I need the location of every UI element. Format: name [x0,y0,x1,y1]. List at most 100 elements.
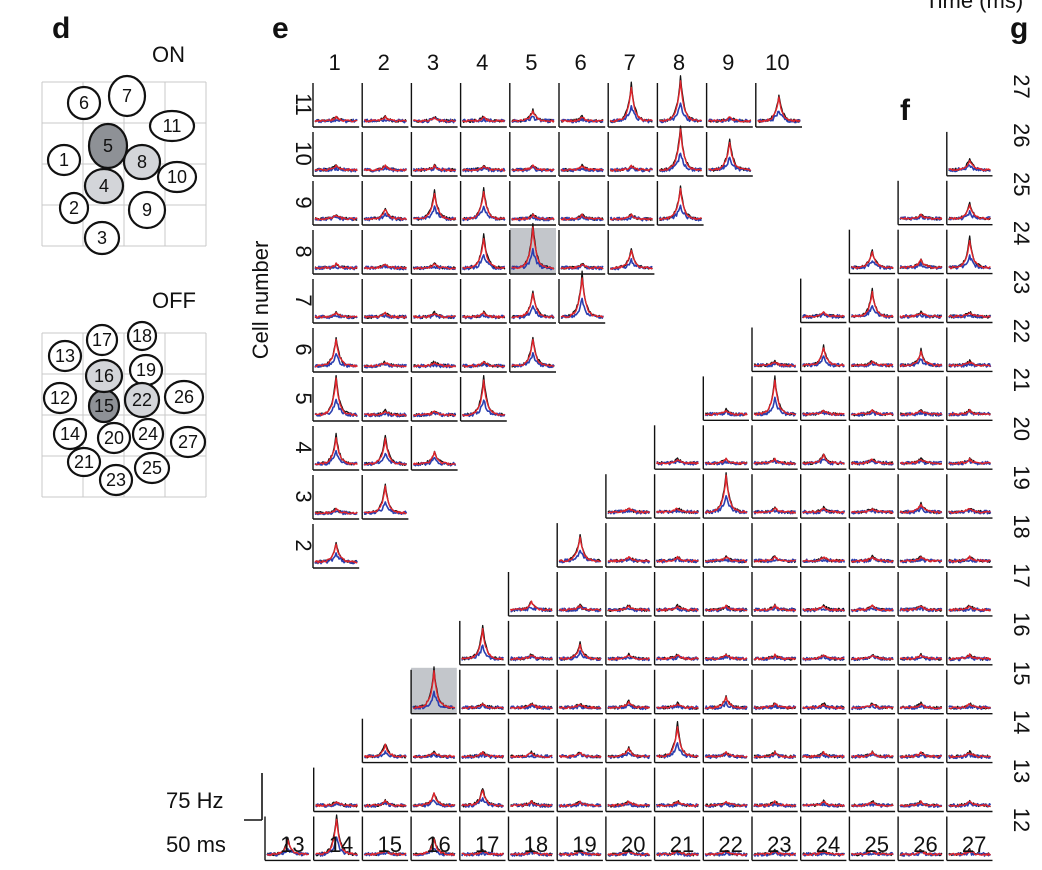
trace-blue-off-22-24 [802,355,845,368]
rf-cell-14: 14 [52,417,88,451]
panel-f-col-label-25: 25 [865,832,889,857]
correlogram-off-14-27 [946,718,993,764]
rf-outline-18 [126,320,158,352]
correlogram-off-18-26 [897,523,944,568]
correlogram-off-22-26 [897,327,944,373]
rf-outline-17 [85,323,119,357]
trace-blue-off-19-22 [704,495,748,515]
trace-red-on-7-6 [560,277,604,319]
trace-red-off-19-23 [753,507,796,514]
correlogram-off-14-24 [800,718,847,764]
rf-outline-21 [66,446,102,478]
trace-red-off-15-16 [413,670,456,709]
correlogram-off-19-24 [800,474,847,519]
panel-e-col-label-7: 7 [624,50,636,75]
trace-red-off-24-27 [948,239,991,270]
rf-cell-4: 4 [83,167,125,205]
trace-red-off-14-17 [461,751,505,759]
trace-red-off-13-15 [364,799,407,808]
correlogram-off-14-23 [751,718,798,764]
correlogram-off-15-21 [653,669,701,715]
correlogram-off-16-17 [459,620,506,666]
trace-blue-on-8-3 [412,265,456,271]
panel-f-col-label-16: 16 [426,832,450,857]
rf-outline-26 [163,379,205,415]
trace-red-off-21-22 [704,409,748,416]
trace-red-off-13-25 [851,801,894,808]
trace-red-off-17-21 [656,605,699,612]
trace-red-on-10-5 [511,164,555,172]
trace-red-on-8-6 [560,263,604,270]
correlogram-off-16-22 [702,620,749,666]
panel-f-correlograms [264,131,993,862]
correlogram-on-8-5 [509,222,556,275]
correlogram-on-9-6 [558,181,606,226]
correlogram-off-25-26 [897,180,944,226]
panel-f-row-label-14: 14 [1009,710,1034,734]
correlogram-on-2-1 [312,524,360,569]
correlogram-off-17-19 [556,572,603,617]
correlogram-off-17-21 [653,572,701,617]
correlogram-on-3-1 [312,475,360,520]
rf-outline-3 [83,220,121,256]
trace-red-off-14-19 [559,752,602,758]
trace-red-on-10-1 [314,164,358,172]
rf-outline-23 [98,463,134,497]
correlogram-off-22-27 [946,327,993,373]
correlogram-on-5-2 [361,377,409,422]
rf-label-22: 22 [132,390,152,410]
correlogram-off-20-24 [800,425,847,470]
correlogram-on-10-4 [459,132,507,177]
panel-e-col-label-9: 9 [722,50,734,75]
rf-outline-16 [84,358,124,394]
trace-blue-off-13-17 [461,797,505,808]
trace-red-off-15-25 [851,703,894,710]
trace-red-on-6-4 [462,360,506,368]
correlogram-on-10-6 [558,132,606,177]
correlogram-off-17-26 [897,572,944,617]
rf-outline-14 [52,417,88,451]
rf-cell-18: 18 [126,320,158,352]
trace-red-off-20-24 [802,453,845,465]
correlogram-on-5-4 [459,374,507,422]
correlogram-on-6-3 [410,328,458,373]
trace-red-off-19-26 [899,503,942,514]
panel-e-row-label-7: 7 [291,294,316,306]
correlogram-off-17-20 [605,572,652,617]
rf-label-26: 26 [174,387,194,407]
trace-red-on-5-4 [462,379,505,417]
scale-bar-time: 50 ms [166,832,226,857]
correlogram-off-13-24 [800,767,847,813]
rf-outline-8 [122,143,162,181]
trace-red-on-10-6 [560,165,604,172]
correlogram-on-8-6 [558,230,606,275]
correlogram-off-13-20 [605,767,652,813]
correlogram-off-23-26 [897,278,944,324]
correlogram-on-10-9 [705,132,753,177]
trace-blue-on-10-8 [658,152,703,173]
panel-f-row-label-24: 24 [1009,221,1034,245]
trace-red-off-16-17 [461,627,504,661]
trace-red-on-9-5 [511,213,555,221]
rf-cell-6: 6 [66,85,102,121]
correlogram-off-12-13 [264,816,311,862]
correlogram-on-10-5 [509,132,556,177]
correlogram-off-20-26 [897,425,944,470]
trace-red-off-14-22 [705,751,748,759]
trace-red-off-18-22 [704,556,747,563]
panel-f-col-label-17: 17 [475,832,499,857]
correlogram-off-22-25 [848,327,896,373]
trace-red-on-9-4 [462,191,506,221]
trace-red-off-23-26 [899,312,943,319]
correlogram-off-14-16 [410,718,457,764]
rf-label-12: 12 [50,388,70,408]
trace-blue-off-18-27 [948,558,992,564]
correlogram-off-16-24 [800,620,847,666]
panel-f-col-label-26: 26 [913,832,937,857]
panel-f-col-label-23: 23 [767,832,791,857]
panel-e-row-label-6: 6 [291,343,316,355]
correlogram-on-7-4 [459,279,507,324]
trace-red-on-10-2 [363,164,407,172]
trace-red-off-24-26 [899,258,942,270]
rf-label-4: 4 [99,176,109,196]
